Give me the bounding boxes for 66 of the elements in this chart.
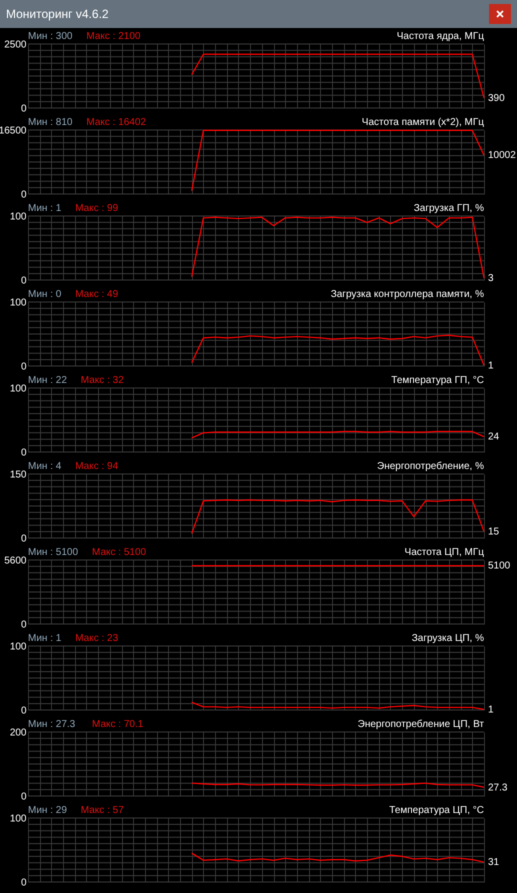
chart-title: Энергопотребление ЦП, Вт (358, 719, 484, 730)
text: Макс : 70.1 (92, 719, 144, 730)
chart-title: Частота памяти (x*2), МГц (362, 117, 484, 128)
chart-title: Энергопотребление, % (377, 461, 484, 472)
y-tick-label: 0 (20, 878, 27, 888)
y-tick-label: 0 (20, 620, 27, 630)
text: Мин : 0 (28, 289, 62, 300)
y-tick-label: 2500 (4, 40, 27, 50)
text: Мин : 29 (28, 805, 68, 816)
chart-title: Загрузка ЦП, % (412, 633, 484, 644)
chart-title: Загрузка ГП, % (414, 203, 484, 214)
text: 27.3 (488, 782, 508, 794)
text: Макс : 16402 (86, 117, 146, 128)
text: Макс : 2100 (86, 31, 141, 42)
text: Макс : 57 (80, 805, 124, 816)
y-tick-label: 5600 (4, 556, 27, 566)
text: 10002 (488, 150, 516, 162)
y-tick-label: 0 (20, 706, 27, 716)
chart-title: Температура ЦП, °C (389, 805, 484, 816)
text: Мин : 1 (28, 203, 62, 214)
text: 24 (488, 432, 500, 443)
y-tick-label: 0 (20, 448, 27, 458)
line-series (191, 852, 485, 863)
y-tick-label: 0 (20, 276, 27, 286)
text: Макс : 23 (75, 633, 119, 644)
y-tick-label: 150 (10, 470, 27, 480)
chart-title: Частота ядра, МГц (396, 31, 484, 42)
chart-title: Частота ЦП, МГц (404, 547, 484, 558)
line-series (191, 216, 485, 279)
y-tick-label: 0 (20, 534, 27, 544)
text: Мин : 4 (28, 461, 62, 472)
line-series (191, 702, 485, 710)
y-tick-label: 100 (10, 384, 27, 394)
text: Макс : 5100 (92, 547, 147, 558)
text: 31 (488, 857, 500, 868)
text: Макс : 49 (75, 289, 119, 300)
text: Мин : 22 (28, 375, 68, 386)
text: 5100 (488, 560, 511, 572)
text: 1 (488, 360, 494, 372)
text: 15 (488, 526, 500, 538)
text: 3 (488, 273, 494, 284)
text: Мин : 1 (28, 633, 62, 644)
line-series (191, 499, 485, 534)
y-tick-label: 100 (10, 642, 27, 652)
y-tick-label: 100 (10, 814, 27, 824)
y-tick-label: 100 (10, 212, 27, 222)
y-tick-label: 200 (10, 728, 27, 738)
text: Мин : 810 (28, 117, 73, 128)
text: Мониторинг v4.6.2 (6, 7, 109, 21)
text: 1 (488, 704, 494, 716)
text: Мин : 27.3 (28, 719, 76, 730)
line-series (191, 430, 485, 439)
text: Мин : 5100 (28, 547, 78, 558)
y-tick-label: 100 (10, 298, 27, 308)
text: 390 (488, 93, 506, 104)
chart-title: Загрузка контроллера памяти, % (330, 289, 484, 300)
chart-title: Температура ГП, °C (391, 375, 484, 386)
line-series (191, 334, 485, 366)
y-tick-label: 0 (20, 190, 27, 200)
y-tick-label: 0 (20, 792, 27, 802)
y-tick-label: 0 (20, 104, 27, 114)
y-tick-label: 0 (20, 362, 27, 372)
text: Мин : 300 (28, 31, 73, 42)
text: Макс : 94 (75, 461, 119, 472)
text: Макс : 99 (75, 203, 119, 214)
text: Макс : 32 (80, 375, 124, 386)
